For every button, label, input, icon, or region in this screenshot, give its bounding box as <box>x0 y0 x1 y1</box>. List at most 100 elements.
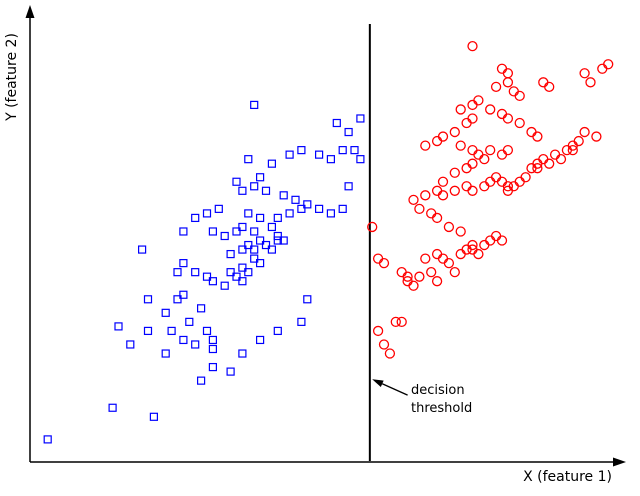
data-point-class-negative-blue-squares <box>297 317 306 326</box>
data-point-class-negative-blue-squares <box>244 240 253 250</box>
data-point-class-negative-blue-squares <box>232 177 241 186</box>
data-point-class-negative-blue-squares <box>179 259 188 268</box>
data-point-class-negative-blue-squares <box>138 245 147 254</box>
data-point-class-positive-red-circles <box>443 257 455 269</box>
data-point-class-negative-blue-squares <box>238 186 247 195</box>
data-point-class-positive-red-circles <box>420 140 431 151</box>
data-point-class-negative-blue-squares <box>261 240 271 250</box>
data-point-class-negative-blue-squares <box>344 127 353 137</box>
data-point-class-negative-blue-squares <box>232 272 241 281</box>
data-point-class-negative-blue-squares <box>279 191 288 200</box>
data-point-class-positive-red-circles <box>378 257 390 269</box>
data-point-class-negative-blue-squares <box>220 231 229 241</box>
data-point-class-negative-blue-squares <box>356 155 365 164</box>
data-point-class-negative-blue-squares <box>226 268 235 277</box>
data-point-class-negative-blue-squares <box>338 146 347 155</box>
data-point-class-negative-blue-squares <box>191 340 200 349</box>
data-point-class-positive-red-circles <box>473 248 484 260</box>
data-point-class-positive-red-circles <box>449 267 460 278</box>
data-point-class-positive-red-circles <box>496 235 508 246</box>
data-point-class-positive-red-circles <box>502 68 514 79</box>
data-point-class-positive-red-circles <box>461 181 472 192</box>
data-point-class-positive-red-circles <box>431 212 443 224</box>
data-point-class-negative-blue-squares <box>326 209 335 218</box>
data-point-class-negative-blue-squares <box>244 155 253 164</box>
data-point-class-positive-red-circles <box>502 181 514 192</box>
data-point-class-negative-blue-squares <box>244 268 253 277</box>
data-point-class-positive-red-circles <box>496 149 508 160</box>
data-point-class-positive-red-circles <box>490 81 502 92</box>
data-point-class-positive-red-circles <box>449 126 460 138</box>
data-point-class-negative-blue-squares <box>238 349 247 358</box>
data-point-class-negative-blue-squares <box>208 344 217 354</box>
data-point-class-positive-red-circles <box>367 221 378 233</box>
data-point-class-positive-red-circles <box>396 267 407 278</box>
data-point-class-positive-red-circles <box>555 154 567 165</box>
data-point-class-positive-red-circles <box>579 68 590 79</box>
data-point-class-negative-blue-squares <box>297 146 306 155</box>
data-point-class-negative-blue-squares <box>238 263 247 272</box>
data-point-class-negative-blue-squares <box>256 213 265 223</box>
data-point-class-positive-red-circles <box>402 271 413 282</box>
data-point-class-negative-blue-squares <box>350 146 359 155</box>
data-point-class-positive-red-circles <box>526 126 537 138</box>
data-point-class-positive-red-circles <box>437 131 449 142</box>
data-point-class-positive-red-circles <box>390 316 401 328</box>
data-point-class-negative-blue-squares <box>149 412 158 421</box>
decision-threshold-annotation-line-1: decision <box>411 383 465 398</box>
data-point-class-positive-red-circles <box>585 77 596 88</box>
data-point-class-negative-blue-squares <box>315 150 324 159</box>
data-point-class-positive-red-circles <box>467 239 478 251</box>
data-point-class-negative-blue-squares <box>279 236 288 245</box>
data-point-class-negative-blue-squares <box>143 295 153 304</box>
data-point-class-positive-red-circles <box>437 176 449 187</box>
data-point-class-negative-blue-squares <box>273 231 282 241</box>
data-point-class-positive-red-circles <box>485 144 496 156</box>
data-point-class-positive-red-circles <box>378 339 390 350</box>
data-point-class-negative-blue-squares <box>126 340 135 349</box>
data-point-class-negative-blue-squares <box>238 245 247 254</box>
data-point-class-positive-red-circles <box>490 172 502 183</box>
data-point-class-positive-red-circles <box>473 95 484 106</box>
data-point-class-positive-red-circles <box>532 163 543 174</box>
data-point-class-negative-blue-squares <box>256 259 265 268</box>
data-point-class-positive-red-circles <box>426 208 437 219</box>
data-point-class-positive-red-circles <box>514 176 525 187</box>
data-point-class-negative-blue-squares <box>303 200 312 209</box>
data-point-class-negative-blue-squares <box>185 317 194 326</box>
data-point-class-positive-red-circles <box>485 104 496 115</box>
data-point-class-positive-red-circles <box>538 154 549 165</box>
data-point-class-negative-blue-squares <box>250 254 259 263</box>
data-point-class-positive-red-circles <box>467 41 478 52</box>
data-point-class-positive-red-circles <box>467 113 478 124</box>
data-point-class-positive-red-circles <box>490 230 502 242</box>
data-point-class-negative-blue-squares <box>326 155 335 164</box>
data-point-class-positive-red-circles <box>591 131 602 142</box>
data-point-class-negative-blue-squares <box>303 295 312 304</box>
data-point-class-negative-blue-squares <box>108 403 117 412</box>
data-point-class-negative-blue-squares <box>267 159 276 168</box>
data-point-class-positive-red-circles <box>449 167 460 178</box>
data-point-class-positive-red-circles <box>467 99 478 111</box>
data-point-class-negative-blue-squares <box>344 182 353 191</box>
y-axis-arrowhead-icon <box>25 5 35 18</box>
data-point-class-negative-blue-squares <box>256 173 265 182</box>
data-point-class-positive-red-circles <box>549 149 561 160</box>
data-point-class-positive-red-circles <box>508 181 519 192</box>
data-point-class-positive-red-circles <box>520 172 531 183</box>
x-axis-arrowhead-icon <box>613 457 626 467</box>
data-point-class-negative-blue-squares <box>167 326 176 336</box>
data-point-class-negative-blue-squares <box>315 204 324 213</box>
data-point-class-positive-red-circles <box>396 316 407 328</box>
data-point-class-positive-red-circles <box>420 190 431 201</box>
data-point-class-negative-blue-squares <box>43 435 52 444</box>
data-point-class-positive-red-circles <box>496 176 508 187</box>
data-point-class-positive-red-circles <box>461 163 472 174</box>
data-point-class-positive-red-circles <box>461 117 472 129</box>
y-axis-label: Y (feature 2) <box>4 33 20 121</box>
data-point-class-positive-red-circles <box>420 253 431 264</box>
data-point-class-negative-blue-squares <box>285 209 294 218</box>
data-point-class-positive-red-circles <box>502 113 514 124</box>
data-point-class-negative-blue-squares <box>179 335 188 345</box>
